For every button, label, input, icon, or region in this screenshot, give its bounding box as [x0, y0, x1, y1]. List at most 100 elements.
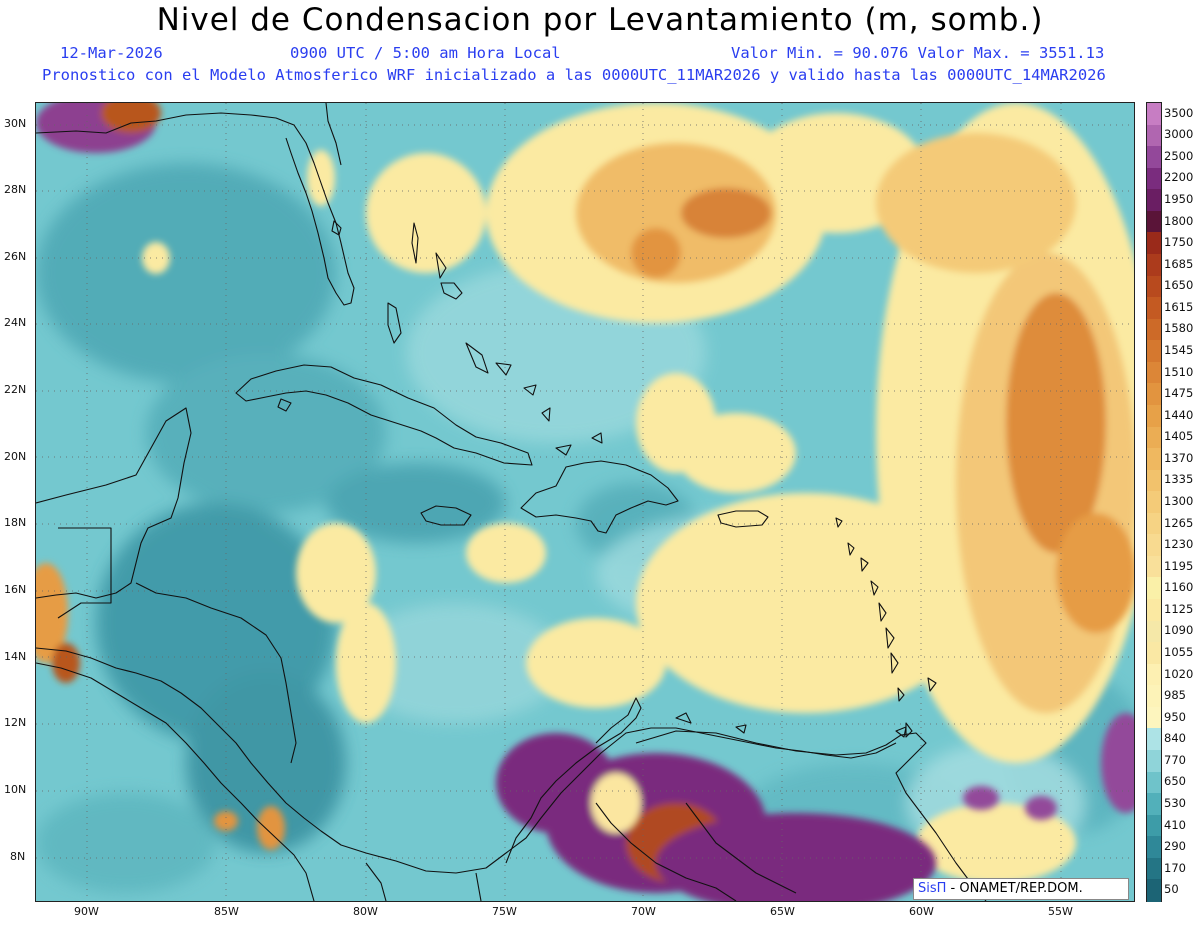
colorbar-label: 1195 [1164, 558, 1194, 573]
colorbar-label: 1580 [1164, 321, 1194, 336]
lon-label: 85W [214, 905, 239, 918]
colorbar-label: 290 [1164, 839, 1186, 854]
colorbar-swatch [1147, 297, 1161, 320]
colorbar-swatch [1147, 879, 1161, 902]
lat-label: 30N [4, 117, 27, 130]
value-min-max: Valor Min. = 90.076 Valor Max. = 3551.13 [731, 44, 1105, 62]
lat-label: 26N [4, 250, 27, 263]
colorbar-swatch [1147, 232, 1161, 255]
colorbar-label: 50 [1164, 882, 1179, 897]
colorbar-label: 1800 [1164, 213, 1194, 228]
colorbar-swatch [1147, 599, 1161, 622]
lat-label: 24N [4, 316, 27, 329]
colorbar-label: 1440 [1164, 407, 1194, 422]
lat-label: 14N [4, 650, 27, 663]
colorbar-swatch [1147, 512, 1161, 535]
colorbar-swatch [1147, 253, 1161, 277]
colorbar-label: 650 [1164, 774, 1186, 789]
lon-label: 65W [770, 905, 795, 918]
lon-label: 60W [909, 905, 934, 918]
colorbar-label: 950 [1164, 709, 1186, 724]
colorbar-swatch [1147, 836, 1161, 859]
colorbar-swatch [1147, 577, 1161, 600]
colorbar-label: 1230 [1164, 537, 1194, 552]
lat-label: 22N [4, 383, 27, 396]
lcl-field-map [36, 103, 1134, 901]
lon-label: 75W [492, 905, 517, 918]
colorbar-label: 170 [1164, 860, 1186, 875]
colorbar-label: 1370 [1164, 450, 1194, 465]
colorbar-swatch [1147, 534, 1161, 557]
forecast-date: 12-Mar-2026 [60, 44, 163, 62]
page-title: Nivel de Condensacion por Levantamiento … [156, 2, 1044, 38]
colorbar-label: 1405 [1164, 429, 1194, 444]
colorbar-swatch [1147, 491, 1161, 514]
credit-box: SisΠ - ONAMET/REP.DOM. [913, 878, 1129, 900]
colorbar-swatch [1147, 620, 1161, 643]
model-info: Pronostico con el Modelo Atmosferico WRF… [42, 66, 1106, 84]
lat-label: 20N [4, 450, 27, 463]
colorbar-label: 1300 [1164, 494, 1194, 508]
colorbar-swatch [1147, 340, 1161, 363]
colorbar-swatch [1147, 793, 1161, 816]
colorbar-label: 1090 [1164, 623, 1194, 638]
credit-text: - ONAMET/REP.DOM. [946, 881, 1083, 896]
colorbar-swatch [1147, 771, 1161, 794]
colorbar-label: 840 [1164, 731, 1186, 746]
colorbar [1146, 102, 1162, 902]
colorbar-label: 770 [1164, 752, 1186, 767]
lat-label: 10N [4, 783, 27, 796]
colorbar-label: 410 [1164, 817, 1186, 832]
colorbar-label: 2200 [1164, 170, 1194, 185]
colorbar-swatch [1147, 426, 1161, 449]
colorbar-swatch [1147, 469, 1161, 492]
colorbar-swatch [1147, 404, 1161, 428]
colorbar-label: 1020 [1164, 666, 1194, 681]
colorbar-label: 1950 [1164, 192, 1194, 207]
colorbar-swatch [1147, 555, 1161, 579]
colorbar-swatch [1147, 189, 1161, 212]
colorbar-label: 1160 [1164, 580, 1194, 595]
colorbar-swatch [1147, 361, 1161, 384]
colorbar-swatch [1147, 448, 1161, 471]
colorbar-label: 1335 [1164, 472, 1194, 487]
lat-label: 18N [4, 516, 27, 529]
lon-label: 55W [1048, 905, 1073, 918]
lat-label: 8N [10, 850, 26, 863]
colorbar-swatch [1147, 146, 1161, 169]
colorbar-label: 985 [1164, 688, 1186, 703]
colorbar-swatch [1147, 685, 1161, 708]
colorbar-label: 1750 [1164, 235, 1194, 250]
colorbar-label: 1650 [1164, 278, 1194, 293]
colorbar-label: 1685 [1164, 256, 1194, 271]
colorbar-swatch [1147, 750, 1161, 773]
lat-label: 28N [4, 183, 27, 196]
lon-label: 90W [74, 905, 99, 918]
colorbar-label: 3500 [1164, 105, 1194, 120]
colorbar-label: 1545 [1164, 343, 1194, 358]
colorbar-swatch [1147, 275, 1161, 298]
lat-label: 16N [4, 583, 27, 596]
colorbar-swatch [1147, 642, 1161, 665]
sispi-logo: SisΠ [918, 881, 947, 896]
colorbar-swatch [1147, 663, 1161, 686]
colorbar-swatch [1147, 210, 1161, 233]
colorbar-label: 1265 [1164, 515, 1194, 530]
map-panel [35, 102, 1135, 902]
colorbar-label: 1125 [1164, 601, 1194, 616]
colorbar-swatch [1147, 814, 1161, 837]
colorbar-label: 1615 [1164, 299, 1194, 314]
colorbar-swatch [1147, 728, 1161, 751]
lon-label: 70W [631, 905, 656, 918]
colorbar-swatch [1147, 318, 1161, 341]
colorbar-swatch [1147, 857, 1161, 881]
colorbar-swatch [1147, 383, 1161, 406]
colorbar-swatch [1147, 124, 1161, 147]
colorbar-swatch [1147, 167, 1161, 190]
colorbar-label: 2500 [1164, 148, 1194, 163]
colorbar-label: 530 [1164, 795, 1186, 810]
colorbar-label: 1475 [1164, 386, 1194, 401]
lat-label: 12N [4, 716, 27, 729]
colorbar-label: 1510 [1164, 364, 1194, 379]
colorbar-label: 1055 [1164, 644, 1194, 659]
